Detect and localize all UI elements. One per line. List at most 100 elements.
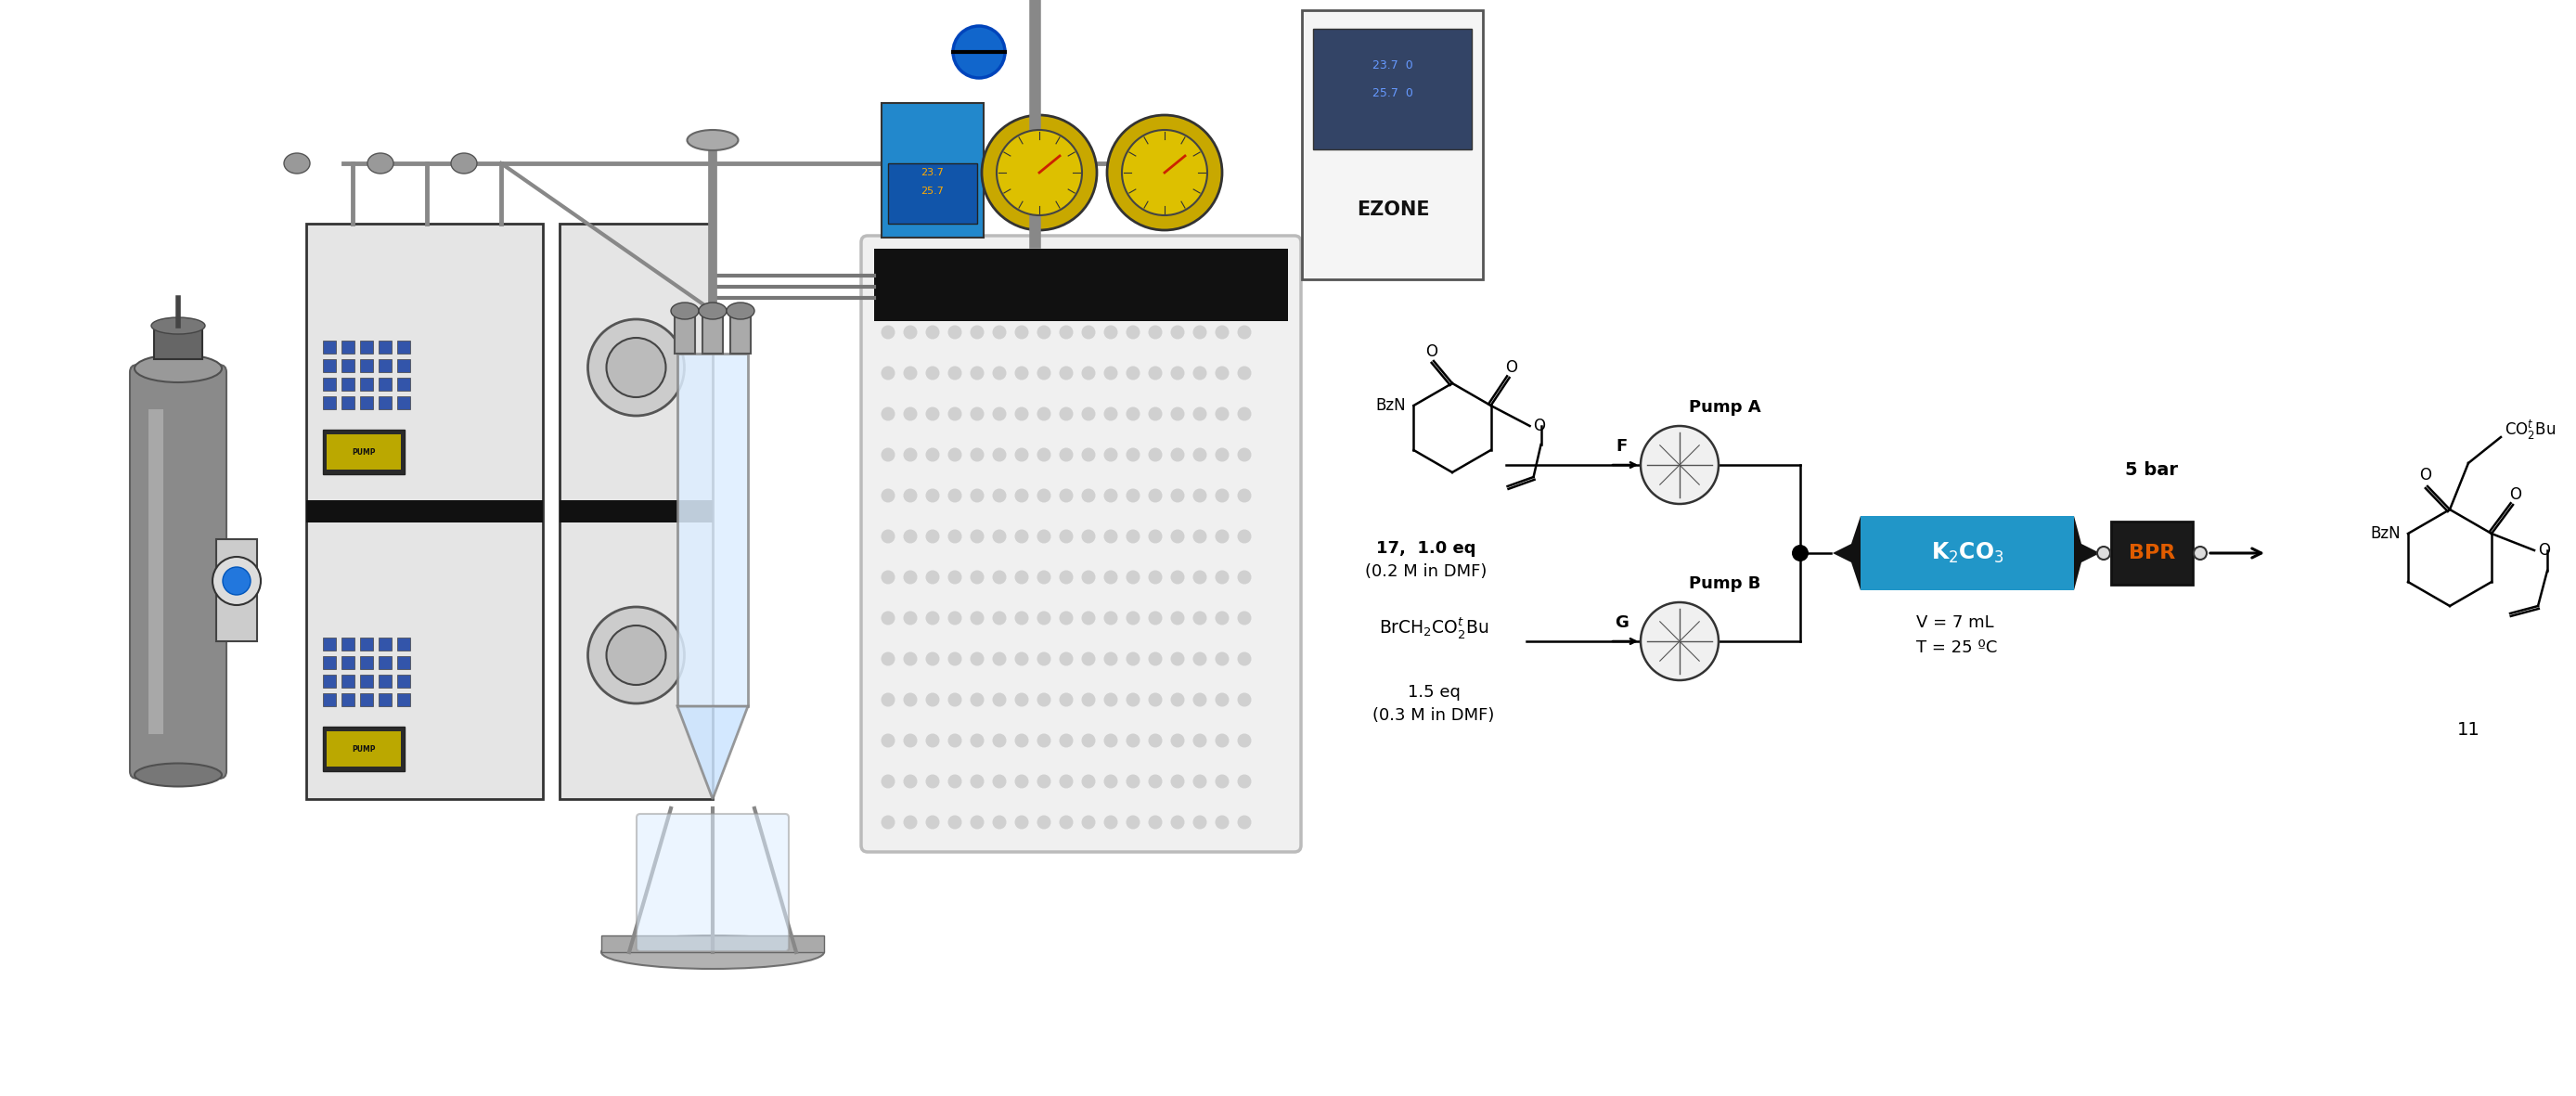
Circle shape [2195,547,2208,560]
Text: V = 7 mL: V = 7 mL [1917,615,1994,631]
Circle shape [904,775,917,788]
Circle shape [1170,693,1185,707]
Bar [379,397,392,409]
Circle shape [1103,407,1118,421]
Circle shape [904,489,917,503]
Circle shape [1236,570,1252,584]
Circle shape [1170,366,1185,380]
Circle shape [925,775,940,788]
Bar [1314,28,1471,149]
Circle shape [587,319,685,415]
Circle shape [1193,775,1206,788]
Text: BzN: BzN [2370,525,2401,541]
Bar [322,430,404,475]
Circle shape [904,693,917,707]
Circle shape [1082,612,1095,625]
Circle shape [1015,366,1028,380]
Circle shape [1082,775,1095,788]
Circle shape [881,366,894,380]
Circle shape [1236,612,1252,625]
Circle shape [1059,733,1074,747]
Text: PUMP: PUMP [353,745,376,753]
Circle shape [1038,815,1051,830]
Circle shape [1038,570,1051,584]
Bar [732,312,750,354]
Bar [361,397,374,409]
Circle shape [925,366,940,380]
Circle shape [1059,693,1074,707]
Circle shape [881,733,894,747]
Circle shape [1149,366,1162,380]
Circle shape [1170,612,1185,625]
Circle shape [1170,529,1185,544]
Text: F: F [1615,438,1628,455]
Circle shape [1059,570,1074,584]
Circle shape [881,693,894,707]
Bar [397,359,410,373]
Circle shape [1193,612,1206,625]
Bar [343,638,355,651]
Circle shape [1170,652,1185,666]
FancyBboxPatch shape [129,365,227,778]
Text: O: O [1504,359,1517,376]
Bar [155,327,204,359]
Circle shape [948,775,961,788]
Circle shape [1193,733,1206,747]
Text: 11: 11 [2458,720,2481,739]
Circle shape [992,366,1007,380]
Circle shape [587,607,685,704]
Circle shape [1015,612,1028,625]
Circle shape [1015,407,1028,421]
Bar [379,675,392,687]
Bar [361,359,374,373]
Bar [397,397,410,409]
Bar [703,312,724,354]
Circle shape [1126,529,1141,544]
Bar [379,378,392,390]
Circle shape [948,407,961,421]
Text: 23.7  0: 23.7 0 [1373,60,1414,72]
Circle shape [1103,326,1118,339]
Circle shape [1103,815,1118,830]
Ellipse shape [451,153,477,173]
Text: 5 bar: 5 bar [2125,461,2179,479]
Bar [600,936,824,952]
FancyBboxPatch shape [636,814,788,951]
Circle shape [1103,733,1118,747]
Bar [322,378,335,390]
Circle shape [1103,570,1118,584]
Text: (0.2 M in DMF): (0.2 M in DMF) [1365,563,1486,580]
Circle shape [1015,326,1028,339]
Circle shape [1216,407,1229,421]
Circle shape [1082,529,1095,544]
Bar [677,354,747,706]
Circle shape [1236,407,1252,421]
Text: O: O [1425,343,1437,361]
Text: BrCH$_2$CO$_2^t$Bu: BrCH$_2$CO$_2^t$Bu [1378,615,1489,640]
Text: Pump B: Pump B [1690,575,1759,592]
Ellipse shape [600,936,824,969]
Circle shape [1059,407,1074,421]
Polygon shape [2074,516,2099,591]
Text: CO$_2^t$Bu: CO$_2^t$Bu [2504,418,2555,442]
Text: T = 25 ºC: T = 25 ºC [1917,639,1996,657]
Circle shape [1216,366,1229,380]
Circle shape [1082,448,1095,461]
Bar [322,397,335,409]
Circle shape [992,652,1007,666]
Circle shape [1059,529,1074,544]
Circle shape [1059,326,1074,339]
Circle shape [1126,489,1141,503]
Circle shape [1103,693,1118,707]
Circle shape [881,448,894,461]
Circle shape [904,612,917,625]
Circle shape [1193,529,1206,544]
Circle shape [992,326,1007,339]
Bar [397,638,410,651]
FancyBboxPatch shape [860,236,1301,852]
Bar [379,341,392,354]
Circle shape [971,529,984,544]
Bar [379,638,392,651]
Ellipse shape [134,763,222,787]
Circle shape [925,326,940,339]
